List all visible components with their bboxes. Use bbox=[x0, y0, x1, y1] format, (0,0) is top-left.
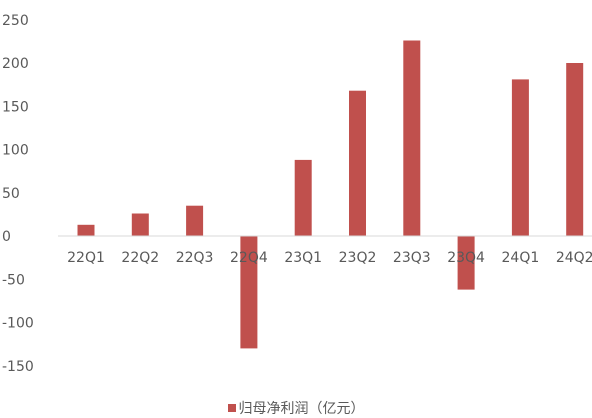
y-axis: 250 200 150 100 50 0 -50 -100 -150 bbox=[2, 13, 34, 375]
legend: 归母净利润（亿元） bbox=[0, 398, 592, 418]
bar-23q3 bbox=[403, 40, 421, 236]
x-tick-label: 23Q3 bbox=[393, 250, 431, 266]
y-tick-label: 0 bbox=[2, 229, 11, 245]
legend-label: 归母净利润（亿元） bbox=[238, 401, 365, 417]
x-tick-label: 22Q4 bbox=[230, 250, 268, 266]
bar-24q1 bbox=[511, 79, 529, 237]
bar-22q4 bbox=[240, 236, 258, 349]
legend-swatch bbox=[227, 404, 236, 412]
x-tick-label: 22Q1 bbox=[67, 250, 105, 266]
y-tick-label: 200 bbox=[2, 56, 29, 72]
bar-23q2 bbox=[349, 90, 366, 236]
x-tick-label: 23Q1 bbox=[284, 250, 322, 266]
bar-24q2 bbox=[566, 63, 584, 236]
x-axis: 22Q1 22Q2 22Q3 22Q4 23Q1 23Q2 23Q3 23Q4 24Q1 24Q2 bbox=[67, 250, 592, 266]
y-tick-label: -50 bbox=[2, 272, 25, 288]
bar-23q1 bbox=[294, 159, 312, 236]
x-tick-label: 23Q2 bbox=[339, 250, 377, 266]
bar-22q1 bbox=[77, 224, 95, 236]
y-tick-label: 150 bbox=[2, 99, 29, 115]
x-tick-label: 23Q4 bbox=[447, 250, 485, 266]
y-tick-label: -150 bbox=[2, 359, 34, 375]
y-tick-label: -100 bbox=[2, 316, 34, 332]
y-tick-label: 50 bbox=[2, 186, 20, 202]
bars bbox=[77, 40, 584, 349]
x-tick-label: 24Q1 bbox=[502, 250, 540, 266]
x-tick-label: 24Q2 bbox=[556, 250, 592, 266]
bar-22q3 bbox=[186, 205, 204, 236]
y-tick-label: 250 bbox=[2, 13, 29, 29]
bar-23q4 bbox=[457, 236, 475, 290]
x-tick-label: 22Q2 bbox=[121, 250, 159, 266]
bar-22q2 bbox=[131, 213, 149, 236]
y-tick-label: 100 bbox=[2, 143, 29, 159]
x-tick-label: 22Q3 bbox=[176, 250, 214, 266]
